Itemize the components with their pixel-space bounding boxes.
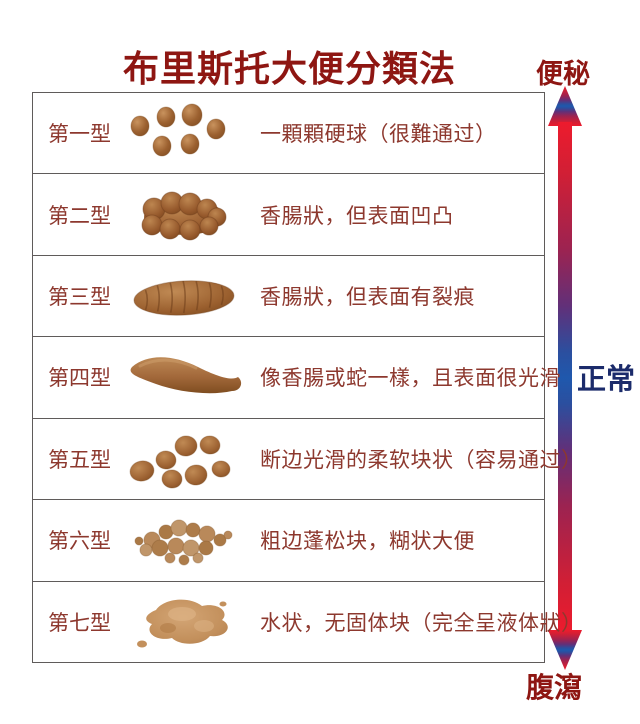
table-row-type-3: 第三型 <box>33 256 544 338</box>
type-3-label: 第三型 <box>48 286 111 310</box>
scale-label-diarrhea: 腹瀉 <box>526 672 583 703</box>
type-1-description: 一顆顆硬球（很難通过） <box>260 123 497 147</box>
type-1-label: 第一型 <box>48 123 111 147</box>
type-7-label: 第七型 <box>48 611 111 635</box>
table-row-type-5: 第五型 <box>33 419 582 501</box>
table-row-type-1: 第一型 <box>33 93 544 175</box>
type-4-label: 第四型 <box>48 367 111 391</box>
type-5-description: 断边光滑的柔软块状（容易通过） <box>260 448 583 472</box>
table-row-type-4: 第四型 像香腸或蛇一樣，且表面很光滑 <box>33 337 561 419</box>
scale-label-normal: 正常 <box>577 364 636 396</box>
type-7-description: 水状，无固体块（完全呈液体狀） <box>260 611 583 635</box>
severity-gradient-arrow <box>548 86 582 670</box>
type-2-description: 香腸狀，但表面凹凸 <box>260 204 454 228</box>
table-row-type-2: 第二型 <box>33 174 544 256</box>
type-3-description: 香腸狀，但表面有裂痕 <box>260 286 475 310</box>
type-2-label: 第二型 <box>48 204 111 228</box>
type-6-description: 粗边蓬松块，糊状大便 <box>260 530 475 554</box>
type-5-label: 第五型 <box>48 448 111 472</box>
scale-label-constipation: 便秘 <box>536 59 590 89</box>
stool-type-1-hard-lumps-illustration <box>118 101 250 165</box>
type-6-label: 第六型 <box>48 530 111 554</box>
table-row-type-7: 第七型 水状，无固体块（完全呈液体狀） <box>33 582 582 662</box>
stool-type-7-liquid-splatter-illustration <box>118 590 250 654</box>
page-title: 布里斯托大便分類法 <box>122 48 456 89</box>
stool-type-3-cracked-sausage-illustration <box>118 264 250 328</box>
table-row-type-6: 第六型 <box>33 500 544 582</box>
stool-type-5-soft-blobs-illustration <box>118 427 250 491</box>
stool-type-6-fluffy-pieces-illustration <box>118 508 250 572</box>
stool-type-2-lumpy-sausage-illustration <box>118 183 250 247</box>
type-4-description: 像香腸或蛇一樣，且表面很光滑 <box>260 367 561 391</box>
stool-chart-table: 第一型 <box>32 92 582 663</box>
stool-type-4-smooth-sausage-illustration <box>118 345 250 409</box>
